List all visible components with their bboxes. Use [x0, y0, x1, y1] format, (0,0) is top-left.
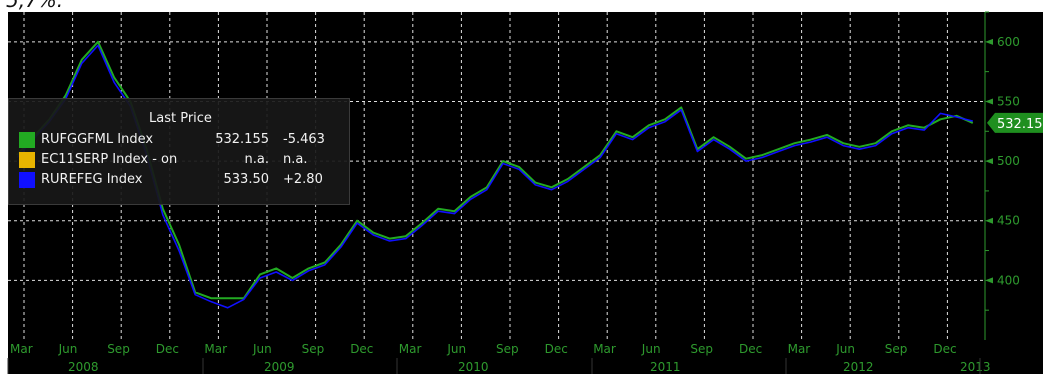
- legend-row-ec11serp: EC11SERP Index - on n.a. n.a.: [19, 151, 349, 169]
- y-tick-label: 500: [997, 154, 1020, 168]
- legend-swatch-rurefeg: [19, 172, 35, 188]
- x-year-label: 2013: [960, 360, 991, 374]
- x-year-label: 2012: [843, 360, 874, 374]
- x-tick-label: Dec: [933, 342, 956, 356]
- x-tick-label: Mar: [788, 342, 811, 356]
- legend-row-rufggfml: RUFGGFML Index 532.155 -5.463: [19, 131, 349, 149]
- legend-header: Last Price: [149, 111, 212, 126]
- legend-name: EC11SERP Index - on: [41, 152, 178, 167]
- legend-last-price: n.a.: [244, 152, 269, 167]
- bottom-axis-background: [8, 340, 985, 374]
- x-tick-label: Mar: [204, 342, 227, 356]
- x-year-label: 2009: [264, 360, 295, 374]
- y-tick-label: 600: [997, 35, 1020, 49]
- y-tick-label: 400: [997, 273, 1020, 287]
- y-tick-label: 550: [997, 94, 1020, 108]
- x-year-label: 2011: [650, 360, 681, 374]
- x-tick-label: Sep: [107, 342, 130, 356]
- x-tick-label: Dec: [545, 342, 568, 356]
- legend-panel: Last Price RUFGGFML Index 532.155 -5.463…: [8, 98, 350, 205]
- series-line-rurefeg: [16, 44, 973, 309]
- legend-last-price: 533.50: [223, 172, 270, 187]
- x-tick-label: Jun: [252, 342, 272, 356]
- x-tick-label: Mar: [399, 342, 422, 356]
- legend-last-price: 532.155: [215, 132, 269, 147]
- last-value-label: 532.15: [997, 117, 1043, 132]
- x-tick-label: Sep: [690, 342, 713, 356]
- y-tick-marker: [985, 277, 993, 284]
- legend-swatch-rufggfml: [19, 132, 35, 148]
- x-tick-label: Jun: [835, 342, 855, 356]
- last-value-tag: [987, 112, 1043, 133]
- legend-name: RUFGGFML Index: [41, 132, 154, 147]
- x-tick-label: Sep: [302, 342, 325, 356]
- y-tick-marker: [985, 98, 993, 105]
- x-tick-label: Mar: [10, 342, 33, 356]
- x-tick-label: Sep: [885, 342, 908, 356]
- y-tick-label: 450: [997, 214, 1020, 228]
- x-tick-label: Jun: [641, 342, 661, 356]
- legend-change: n.a.: [283, 152, 308, 167]
- x-tick-label: Mar: [593, 342, 616, 356]
- y-tick-marker: [985, 158, 993, 165]
- x-tick-label: Dec: [350, 342, 373, 356]
- legend-row-rurefeg: RUREFEG Index 533.50 +2.80: [19, 171, 349, 189]
- x-year-label: 2008: [68, 360, 99, 374]
- caption-text: 5,7%.: [6, 0, 64, 12]
- x-tick-label: Jun: [58, 342, 78, 356]
- series-line-rufggfml: [16, 40, 974, 300]
- x-tick-label: Sep: [496, 342, 519, 356]
- right-axis-background: [985, 12, 1043, 374]
- legend-change: -5.463: [283, 132, 325, 147]
- x-tick-label: Dec: [739, 342, 762, 356]
- x-tick-label: Dec: [156, 342, 179, 356]
- y-tick-marker: [985, 217, 993, 224]
- x-year-label: 2010: [458, 360, 489, 374]
- y-tick-marker: [985, 38, 993, 45]
- x-tick-label: Jun: [446, 342, 466, 356]
- legend-swatch-ec11serp: [19, 152, 35, 168]
- legend-name: RUREFEG Index: [41, 172, 143, 187]
- legend-change: +2.80: [283, 172, 323, 187]
